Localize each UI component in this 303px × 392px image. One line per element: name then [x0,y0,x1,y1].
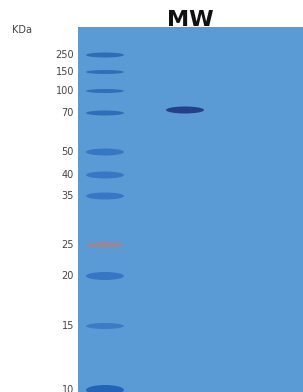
Ellipse shape [86,323,124,329]
Text: 250: 250 [55,50,74,60]
Ellipse shape [86,111,124,116]
Ellipse shape [86,385,124,392]
Text: KDa: KDa [12,25,32,35]
Text: 10: 10 [62,385,74,392]
Text: 150: 150 [55,67,74,77]
Ellipse shape [86,192,124,200]
Text: 20: 20 [62,271,74,281]
Ellipse shape [86,53,124,58]
Text: 25: 25 [62,240,74,250]
Ellipse shape [86,89,124,93]
Ellipse shape [86,172,124,178]
Ellipse shape [86,149,124,156]
Text: 70: 70 [62,108,74,118]
Ellipse shape [86,242,124,248]
Ellipse shape [86,272,124,280]
Text: 40: 40 [62,170,74,180]
Text: 15: 15 [62,321,74,331]
Ellipse shape [166,107,204,114]
Text: 35: 35 [62,191,74,201]
Text: 50: 50 [62,147,74,157]
Bar [78,27,303,392]
Text: MW: MW [167,10,213,30]
Ellipse shape [86,70,124,74]
Text: 100: 100 [56,86,74,96]
